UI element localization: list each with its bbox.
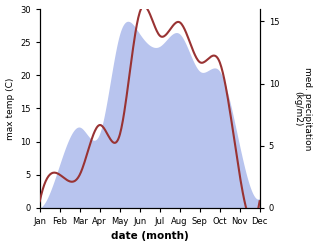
- Y-axis label: med. precipitation
(kg/m2): med. precipitation (kg/m2): [293, 67, 313, 150]
- Y-axis label: max temp (C): max temp (C): [5, 77, 15, 140]
- X-axis label: date (month): date (month): [111, 231, 189, 242]
